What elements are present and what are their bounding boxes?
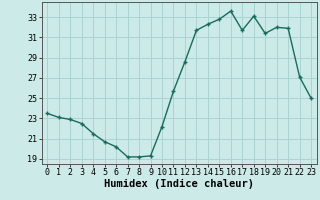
X-axis label: Humidex (Indice chaleur): Humidex (Indice chaleur) <box>104 179 254 189</box>
